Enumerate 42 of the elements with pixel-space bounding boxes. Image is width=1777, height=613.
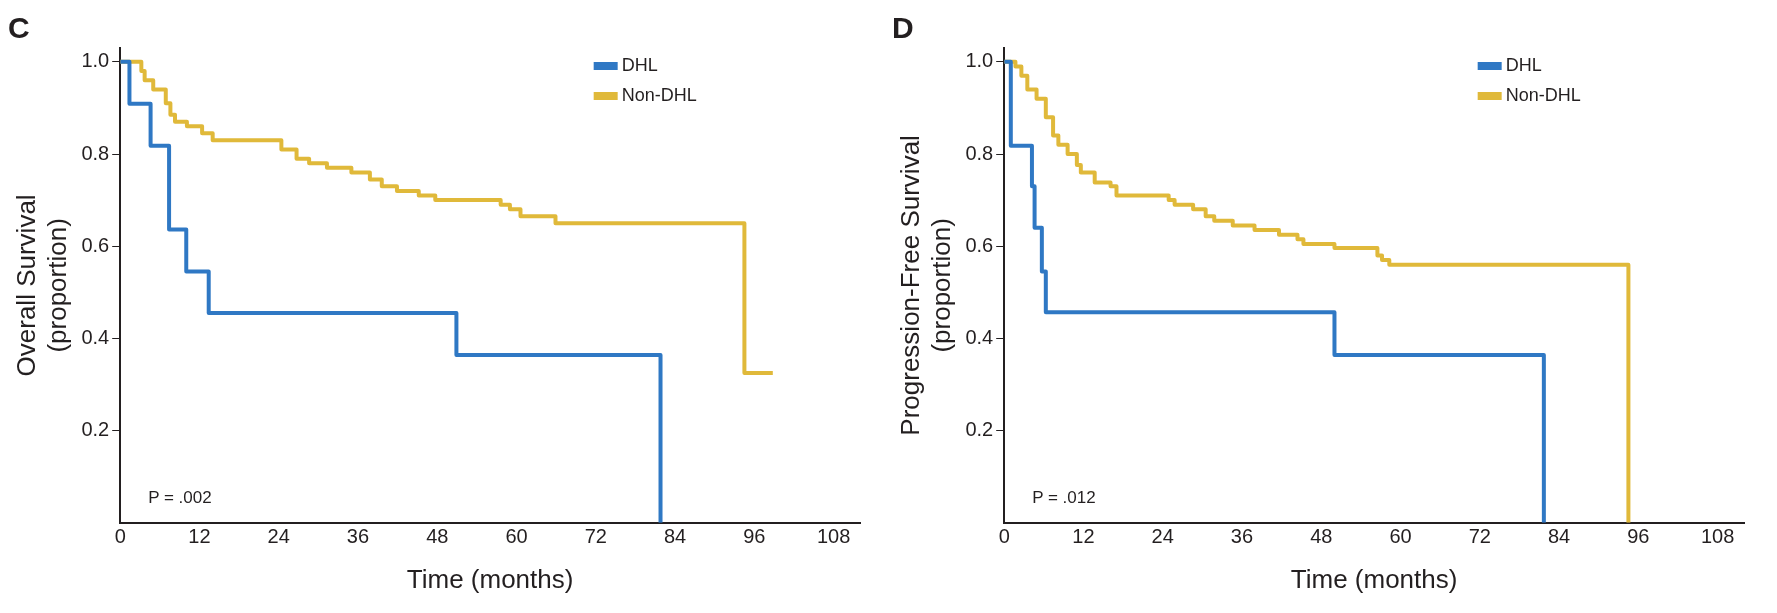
annotation: P = .002 <box>148 487 212 507</box>
y-tick-label: 0.6 <box>81 233 110 256</box>
x-tick-label: 48 <box>1310 525 1333 548</box>
x-tick-label: 72 <box>584 525 607 548</box>
x-tick-label: 48 <box>426 525 449 548</box>
annotation: P = .012 <box>1032 487 1096 507</box>
y-tick-label: 0.4 <box>965 325 994 348</box>
x-tick-label: 24 <box>1151 525 1174 548</box>
x-tick-label: 12 <box>188 525 211 548</box>
legend-label: DHL <box>1505 54 1542 75</box>
legend-label: DHL <box>621 54 658 75</box>
x-tick-label: 24 <box>267 525 290 548</box>
x-tick-label: 84 <box>1547 525 1571 548</box>
x-tick-label: 12 <box>1072 525 1095 548</box>
x-tick-label: 0 <box>114 525 126 548</box>
y-tick-label: 0.8 <box>81 141 110 164</box>
x-tick-label: 36 <box>1230 525 1254 548</box>
chart-title: D <box>892 11 914 45</box>
x-tick-label: 60 <box>1389 525 1412 548</box>
y-tick-label: 0.6 <box>965 233 994 256</box>
y-tick-label: 0.2 <box>81 418 110 441</box>
y-tick-label: 0.8 <box>965 141 994 164</box>
x-tick-label: 96 <box>743 525 766 548</box>
x-tick-label: 0 <box>998 525 1010 548</box>
y-axis-title: Overall Survival (proportion) <box>10 194 72 377</box>
x-tick-label: 84 <box>663 525 687 548</box>
y-tick-label: 1.0 <box>81 49 110 72</box>
x-tick-label: 108 <box>1700 525 1735 548</box>
x-tick-label: 36 <box>346 525 370 548</box>
y-tick-label: 0.2 <box>965 418 994 441</box>
legend-label: Non-DHL <box>1505 84 1581 105</box>
y-axis-title: Progression-Free Survival (proportion) <box>894 135 956 436</box>
x-tick-label: 72 <box>1468 525 1491 548</box>
y-tick-label: 0.4 <box>81 325 110 348</box>
chart-title: C <box>8 11 30 45</box>
x-tick-label: 60 <box>505 525 528 548</box>
x-tick-label: 96 <box>1627 525 1650 548</box>
y-tick-label: 1.0 <box>965 49 994 72</box>
x-axis-title: Time (months) <box>1290 563 1458 594</box>
legend-label: Non-DHL <box>621 84 697 105</box>
x-tick-label: 108 <box>816 525 851 548</box>
x-axis-title: Time (months) <box>406 563 574 594</box>
